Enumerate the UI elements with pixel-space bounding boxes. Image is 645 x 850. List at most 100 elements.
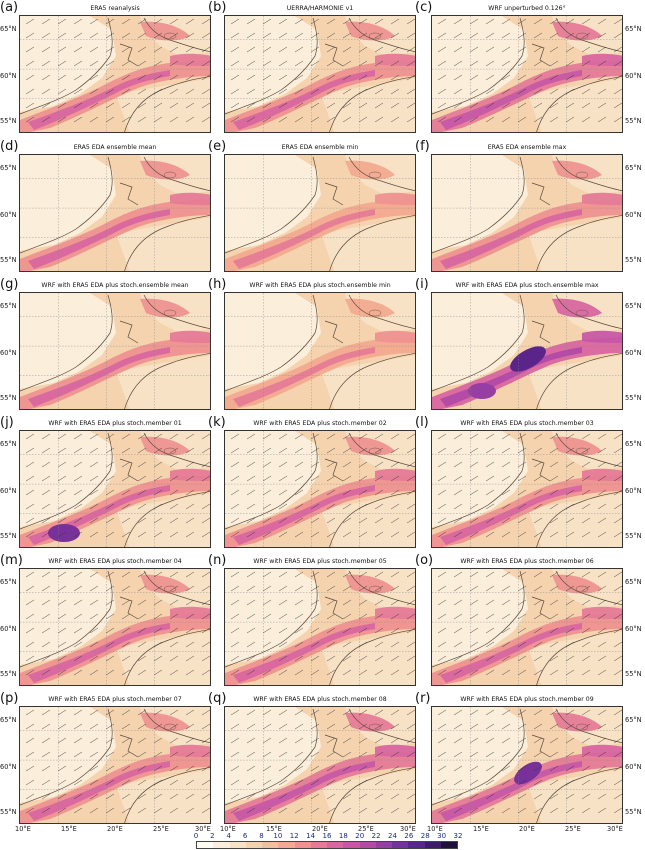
map-svg	[225, 707, 415, 823]
latitude-label: 55°N	[625, 394, 642, 402]
wind-arrow	[358, 88, 368, 95]
wind-arrow	[613, 641, 622, 648]
wind-arrow	[230, 807, 240, 814]
wind-arrow	[230, 751, 240, 758]
wind-arrow	[230, 531, 240, 538]
wind-arrow	[169, 571, 179, 578]
wind-arrow	[358, 32, 368, 39]
wind-gulf-finland	[170, 468, 210, 481]
wind-arrow	[453, 503, 463, 510]
wind-arrow	[501, 88, 511, 95]
wind-arrow	[453, 18, 463, 25]
wind-arrow	[57, 433, 67, 440]
wind-arrow	[73, 46, 83, 53]
wind-arrow	[230, 599, 240, 606]
wind-arrow	[437, 116, 447, 123]
wind-arrow	[406, 669, 415, 676]
wind-arrow	[549, 475, 559, 482]
wind-arrow	[89, 585, 99, 592]
wind-arrow	[469, 627, 479, 634]
wind-arrow	[374, 102, 384, 109]
wind-arrow	[73, 18, 83, 25]
wind-arrow	[278, 793, 288, 800]
wind-arrow	[501, 475, 511, 482]
wind-arrow	[153, 571, 163, 578]
wind-arrow	[105, 475, 115, 482]
wind-arrow	[153, 669, 163, 676]
wind-arrow	[613, 46, 622, 53]
wind-arrow	[278, 669, 288, 676]
wind-arrow	[153, 116, 163, 123]
latitude-label: 60°N	[0, 487, 17, 495]
wind-arrow	[57, 571, 67, 578]
wind-arrow	[326, 433, 336, 440]
map-panel: (d) ERA5 EDA ensemble mean 65°N 60°N 55°N	[0, 140, 211, 272]
wind-arrow	[326, 60, 336, 67]
longitude-label: 30°E	[607, 825, 623, 833]
wind-arrow	[565, 517, 575, 524]
wind-arrow	[358, 793, 368, 800]
latitude-label: 65°N	[625, 302, 642, 310]
latitude-label: 65°N	[0, 716, 17, 724]
map-plot	[19, 15, 211, 133]
wind-arrow	[89, 74, 99, 81]
wind-arrow	[41, 531, 51, 538]
wind-arrow	[358, 571, 368, 578]
wind-arrow	[501, 517, 511, 524]
wind-arrow	[358, 433, 368, 440]
wind-arrow	[25, 489, 35, 496]
coastline	[329, 353, 415, 409]
wind-arrow	[278, 737, 288, 744]
wind-gulf-finland	[375, 468, 415, 481]
wind-arrow	[294, 807, 304, 814]
wind-gulf-finland	[582, 468, 622, 481]
wind-arrow	[485, 517, 495, 524]
wind-arrow	[57, 475, 67, 482]
panel-title: WRF with ERA5 EDA plus stoch.member 04	[48, 558, 182, 565]
wind-arrow	[597, 32, 607, 39]
wind-arrow	[246, 723, 256, 730]
wind-arrow	[485, 613, 495, 620]
wind-arrow	[25, 641, 35, 648]
wind-arrow	[153, 627, 163, 634]
wind-gulf-finland	[170, 53, 210, 66]
wind-arrow	[73, 723, 83, 730]
wind-arrow	[501, 807, 511, 814]
wind-arrow	[137, 461, 147, 468]
wind-arrow	[549, 517, 559, 524]
coastline	[555, 570, 622, 605]
wind-arrow	[121, 74, 131, 81]
wind-arrow	[549, 737, 559, 744]
wind-arrow	[262, 475, 272, 482]
wind-arrow	[169, 613, 179, 620]
wind-arrow	[437, 613, 447, 620]
wind-gulf-bothnia	[552, 298, 602, 318]
wind-arrow	[485, 723, 495, 730]
wind-arrow	[597, 751, 607, 758]
wind-arrow	[406, 737, 415, 744]
colorbar-tick-label: 26	[404, 832, 414, 840]
wind-arrow	[121, 613, 131, 620]
wind-arrow	[453, 475, 463, 482]
wind-arrow	[310, 46, 320, 53]
wind-arrow	[390, 475, 400, 482]
wind-arrow	[262, 102, 272, 109]
wind-arrow	[501, 489, 511, 496]
coastline	[143, 17, 210, 52]
map-plot	[19, 154, 211, 272]
wind-arrow	[469, 599, 479, 606]
land-baltic-states	[321, 355, 415, 409]
latitude-label: 55°N	[0, 808, 17, 816]
wind-arrow	[549, 461, 559, 468]
wind-arrow	[597, 765, 607, 772]
wind-arrow	[169, 116, 179, 123]
wind-arrow	[73, 751, 83, 758]
colorbar-segment	[424, 842, 441, 848]
wind-arrow	[406, 116, 415, 123]
wind-gulf-finland	[582, 606, 622, 619]
wind-arrow	[57, 116, 67, 123]
wind-arrow	[406, 765, 415, 772]
wind-arrow	[153, 88, 163, 95]
wind-arrow	[262, 433, 272, 440]
colorbar-segment	[310, 842, 327, 848]
